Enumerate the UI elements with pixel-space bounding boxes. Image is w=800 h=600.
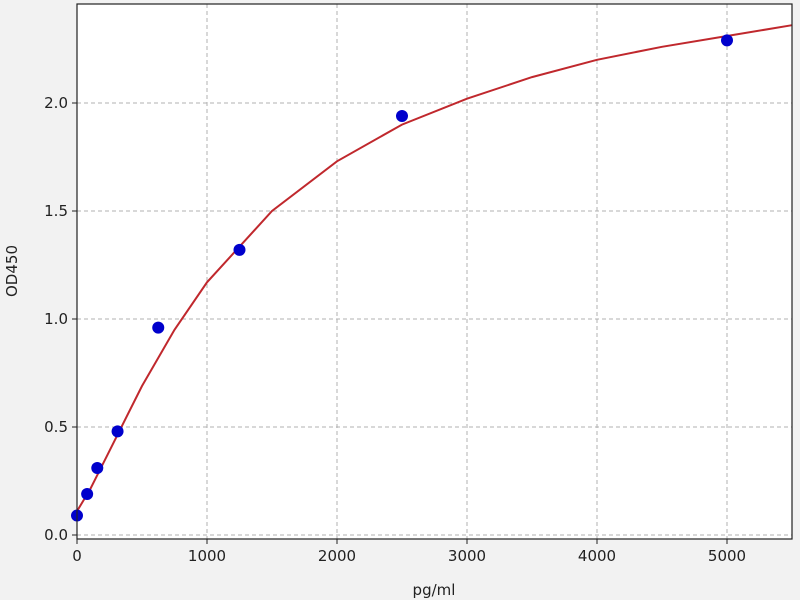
data-point bbox=[721, 34, 733, 47]
y-tick-label: 0.5 bbox=[44, 418, 68, 436]
data-point bbox=[152, 321, 165, 334]
x-tick-label: 4000 bbox=[578, 547, 616, 565]
x-tick-label: 1000 bbox=[188, 547, 226, 565]
y-tick-label: 1.5 bbox=[44, 202, 68, 220]
data-point bbox=[233, 243, 246, 256]
y-axis-label: OD450 bbox=[3, 245, 21, 297]
plot-frame bbox=[76, 3, 793, 540]
x-axis-label: pg/ml bbox=[413, 581, 456, 599]
x-tick-label: 2000 bbox=[318, 547, 356, 565]
data-point bbox=[396, 109, 408, 122]
fit-curve-line bbox=[76, 24, 793, 512]
plot-area bbox=[77, 4, 792, 539]
x-tick-label: 3000 bbox=[448, 547, 486, 565]
data-point bbox=[91, 462, 104, 475]
x-tick-label: 0 bbox=[72, 547, 82, 565]
data-point bbox=[81, 487, 94, 500]
y-tick-label: 2.0 bbox=[44, 94, 68, 112]
y-tick-label: 0.0 bbox=[44, 526, 68, 544]
data-point bbox=[111, 425, 124, 438]
y-tick-label: 1.0 bbox=[44, 310, 68, 328]
x-tick-label: 5000 bbox=[708, 547, 746, 565]
